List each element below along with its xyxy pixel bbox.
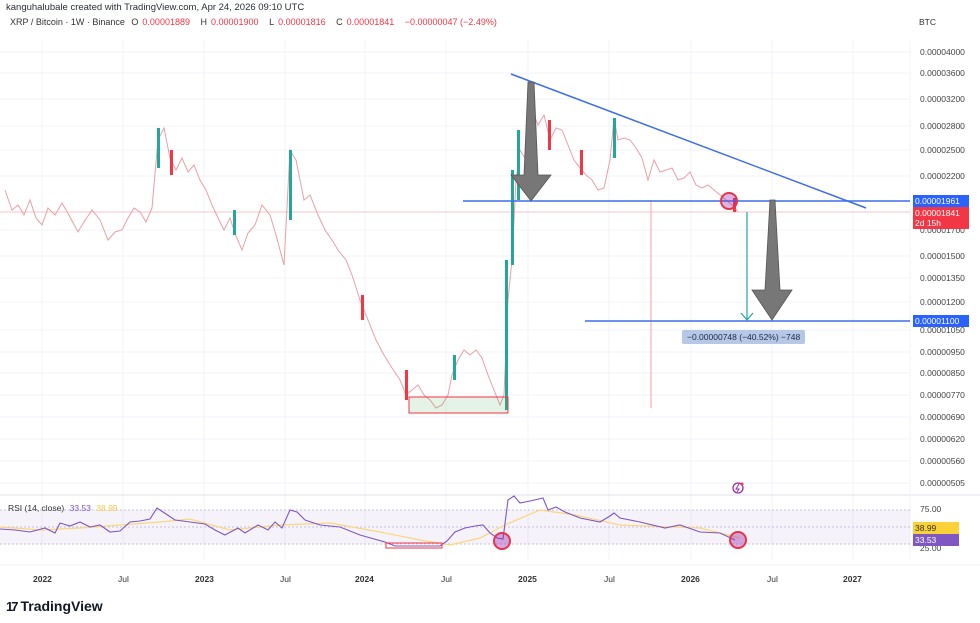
ohlc-close: C 0.00001841: [336, 17, 395, 27]
accumulation-zone-box[interactable]: [408, 396, 509, 414]
svg-text:2024: 2024: [355, 574, 374, 584]
svg-text:25.00: 25.00: [920, 543, 942, 553]
currency-label: BTC: [919, 17, 936, 27]
ohlc-high: H 0.00001900: [200, 17, 259, 27]
breakdown-circle[interactable]: [720, 192, 738, 210]
svg-text:0.00003600: 0.00003600: [920, 68, 965, 78]
svg-text:0.00001200: 0.00001200: [920, 297, 965, 307]
rsi-ma-tag: 38.99: [913, 522, 959, 534]
rsi-legend[interactable]: RSI (14, close) 33.53 38.99: [8, 503, 118, 513]
svg-text:0.00001500: 0.00001500: [920, 251, 965, 261]
svg-text:2027: 2027: [843, 574, 862, 584]
svg-text:0.00001700: 0.00001700: [920, 225, 965, 235]
svg-text:Jul: Jul: [280, 574, 291, 584]
symbol-legend: XRP / Bitcoin · 1W · Binance O 0.00001889…: [10, 17, 501, 27]
svg-text:2026: 2026: [681, 574, 700, 584]
tradingview-logo-icon: 17: [6, 598, 19, 614]
resistance-price-tag: 0.00001961: [913, 195, 969, 207]
rsi-low-circle[interactable]: [493, 532, 511, 550]
rsi-value-tag: 33.53: [913, 534, 959, 546]
symbol-title[interactable]: XRP / Bitcoin · 1W · Binance: [10, 17, 125, 27]
rsi-ma-value: 38.99: [96, 503, 118, 513]
svg-text:Jul: Jul: [767, 574, 778, 584]
ohlc-low: L 0.00001816: [269, 17, 326, 27]
svg-text:75.00: 75.00: [920, 504, 942, 514]
svg-text:0.00000850: 0.00000850: [920, 368, 965, 378]
svg-text:0.00000620: 0.00000620: [920, 434, 965, 444]
svg-text:0.00002200: 0.00002200: [920, 171, 965, 181]
descending-trendline[interactable]: [510, 73, 867, 209]
bar-countdown: 2d 15h: [915, 218, 941, 228]
svg-text:0.00002800: 0.00002800: [920, 121, 965, 131]
svg-text:0.00002500: 0.00002500: [920, 145, 965, 155]
svg-text:0.00000560: 0.00000560: [920, 456, 965, 466]
svg-text:Jul: Jul: [604, 574, 615, 584]
chart-credit: kanguhalubale created with TradingView.c…: [6, 2, 305, 13]
svg-text:2022: 2022: [33, 574, 52, 584]
candlestick-series: [4, 109, 739, 410]
tradingview-logo[interactable]: 17 TradingView: [6, 598, 103, 614]
down-arrow-icon[interactable]: [751, 199, 793, 321]
svg-text:Jul: Jul: [118, 574, 129, 584]
ohlc-change: −0.00000047 (−2.49%): [404, 17, 497, 27]
svg-text:2025: 2025: [518, 574, 537, 584]
svg-text:0.00000770: 0.00000770: [920, 390, 965, 400]
ohlc-open: O 0.00001889: [131, 17, 190, 27]
svg-text:0.00000950: 0.00000950: [920, 347, 965, 357]
svg-text:2023: 2023: [195, 574, 214, 584]
event-flash-icon[interactable]: [732, 482, 744, 494]
rsi-current-circle[interactable]: [729, 531, 747, 549]
target-price-tag: 0.00001100: [913, 315, 969, 327]
current-price-tag: 0.00001841 2d 15h: [913, 207, 969, 229]
rsi-ma-line: [0, 509, 741, 546]
svg-text:0.00001050: 0.00001050: [920, 325, 965, 335]
rsi-axis[interactable]: 75.00 25.00: [920, 504, 942, 553]
svg-text:0.00000505: 0.00000505: [920, 478, 965, 488]
rsi-value: 33.53: [69, 503, 91, 513]
svg-text:0.00004000: 0.00004000: [920, 47, 965, 57]
rsi-zone-box[interactable]: [385, 542, 443, 549]
svg-text:0.00003200: 0.00003200: [920, 94, 965, 104]
svg-text:Jul: Jul: [441, 574, 452, 584]
rsi-line: [0, 495, 736, 547]
down-arrow-icon[interactable]: [510, 81, 552, 202]
price-axis[interactable]: 0.00004000 0.00003600 0.00003200 0.00002…: [920, 47, 965, 488]
grid-lines: [0, 40, 910, 560]
time-axis[interactable]: 2022 Jul 2023 Jul 2024 Jul 2025 Jul 2026…: [33, 574, 862, 584]
rsi-title: RSI (14, close): [8, 503, 65, 513]
tradingview-logo-text: TradingView: [20, 598, 103, 614]
svg-text:0.00001350: 0.00001350: [920, 273, 965, 283]
measure-label[interactable]: −0.00000748 (−40.52%) −748: [682, 330, 806, 344]
svg-text:0.00000690: 0.00000690: [920, 412, 965, 422]
